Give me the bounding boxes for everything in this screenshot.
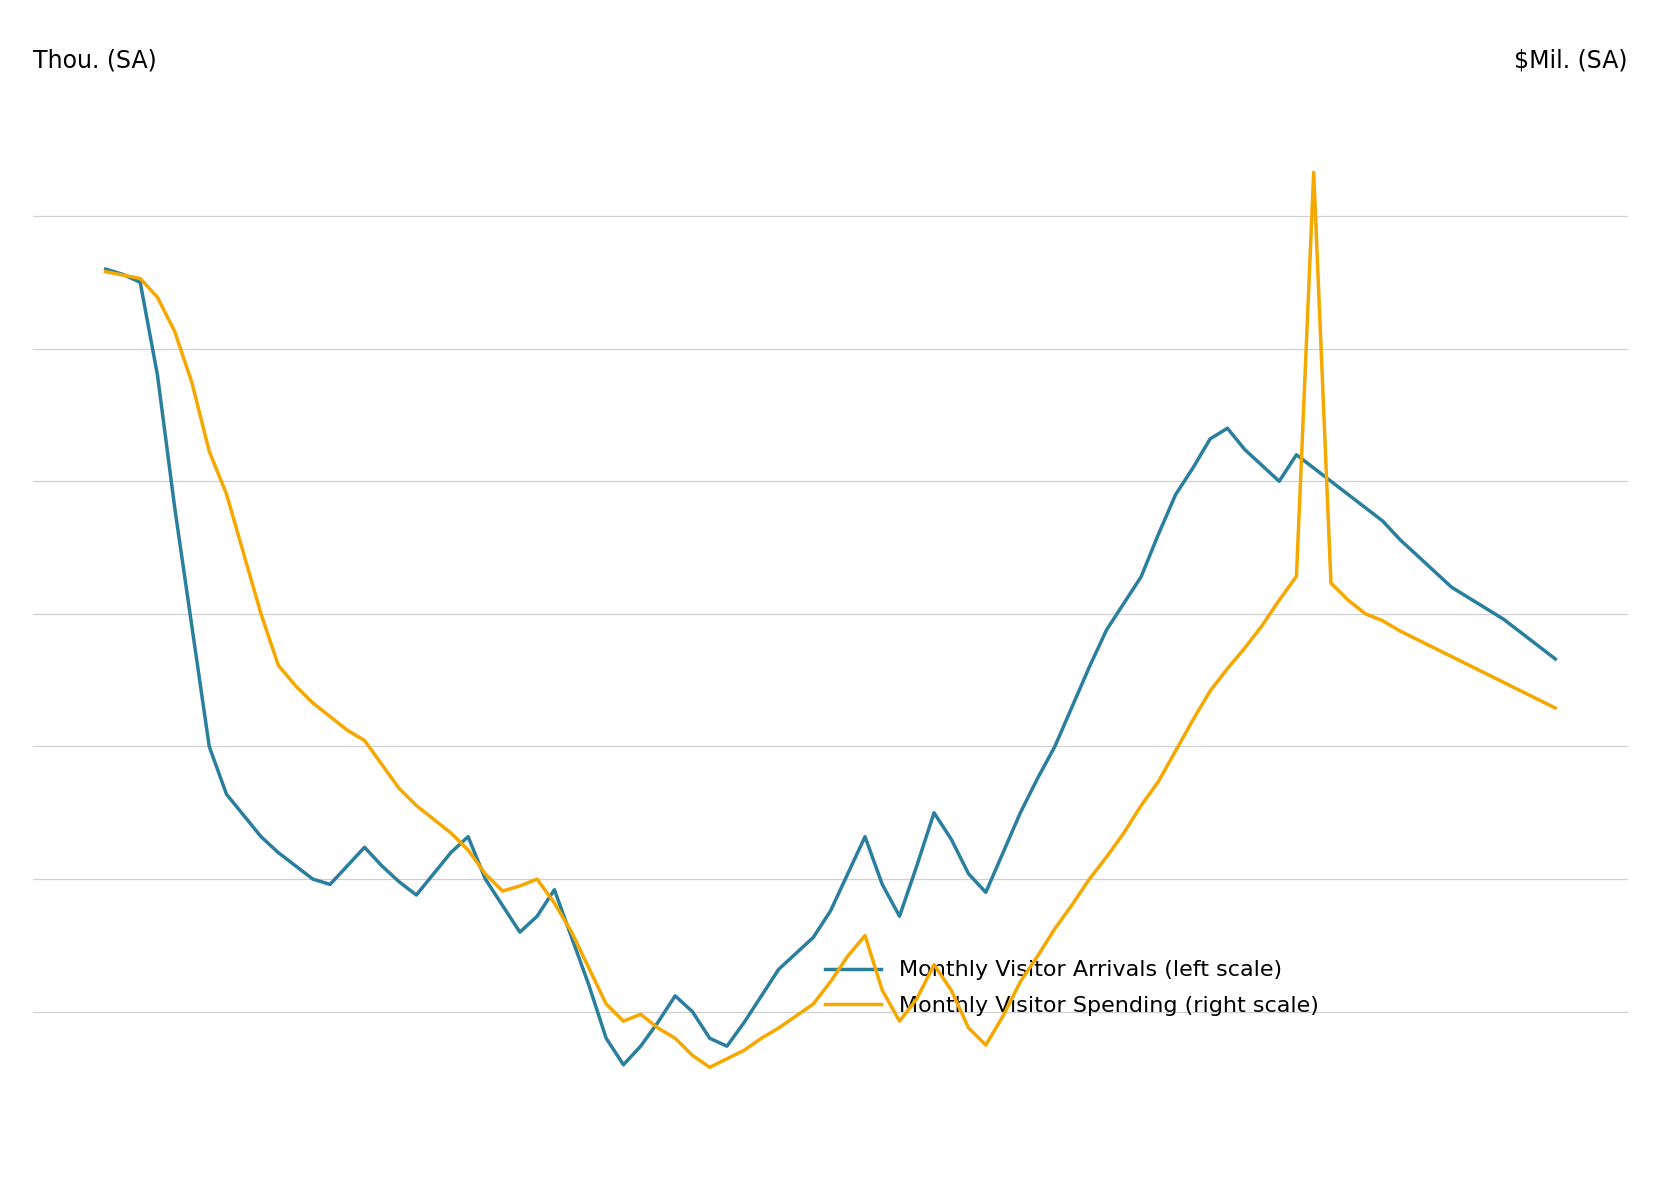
Monthly Visitor Arrivals (left scale)	[596, 1031, 616, 1045]
Monthly Visitor Spending (right scale)	[337, 724, 357, 738]
Monthly Visitor Spending (right scale)	[527, 871, 546, 886]
Monthly Visitor Spending (right scale)	[837, 949, 857, 963]
Monthly Visitor Spending (right scale)	[1304, 166, 1324, 180]
Monthly Visitor Arrivals (left scale)	[545, 882, 565, 896]
Monthly Visitor Arrivals (left scale)	[527, 909, 546, 924]
Monthly Visitor Spending (right scale)	[1493, 675, 1513, 689]
Monthly Visitor Arrivals (left scale)	[837, 867, 857, 881]
Monthly Visitor Spending (right scale)	[96, 265, 116, 279]
Monthly Visitor Arrivals (left scale)	[1545, 652, 1565, 666]
Legend: Monthly Visitor Arrivals (left scale), Monthly Visitor Spending (right scale): Monthly Visitor Arrivals (left scale), M…	[814, 949, 1330, 1028]
Text: $Mil. (SA): $Mil. (SA)	[1515, 49, 1628, 73]
Monthly Visitor Spending (right scale)	[699, 1060, 719, 1074]
Monthly Visitor Spending (right scale)	[596, 997, 616, 1011]
Line: Monthly Visitor Arrivals (left scale): Monthly Visitor Arrivals (left scale)	[106, 269, 1555, 1064]
Monthly Visitor Arrivals (left scale)	[96, 262, 116, 277]
Text: Thou. (SA): Thou. (SA)	[33, 49, 158, 73]
Monthly Visitor Spending (right scale)	[1545, 701, 1565, 715]
Line: Monthly Visitor Spending (right scale): Monthly Visitor Spending (right scale)	[106, 173, 1555, 1067]
Monthly Visitor Spending (right scale)	[545, 896, 565, 911]
Monthly Visitor Arrivals (left scale)	[1477, 602, 1497, 616]
Monthly Visitor Arrivals (left scale)	[337, 858, 357, 873]
Monthly Visitor Arrivals (left scale)	[613, 1057, 633, 1072]
